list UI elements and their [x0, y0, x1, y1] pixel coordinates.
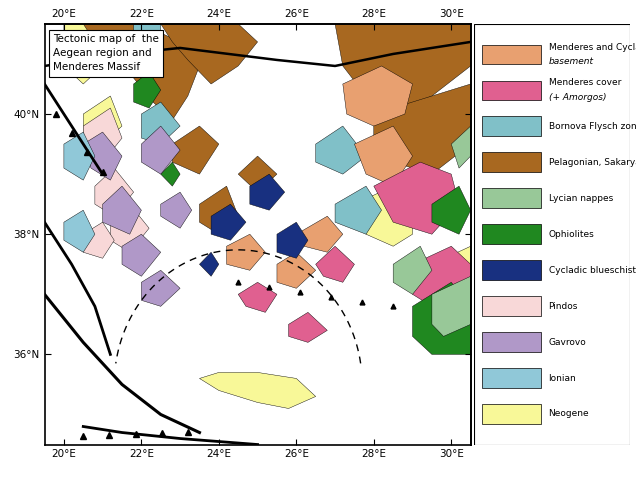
Polygon shape: [250, 174, 285, 210]
Polygon shape: [200, 372, 315, 409]
Polygon shape: [452, 126, 471, 168]
Polygon shape: [393, 246, 432, 294]
Polygon shape: [432, 246, 471, 306]
Polygon shape: [161, 192, 191, 228]
Polygon shape: [211, 204, 246, 240]
Bar: [481, 44, 541, 65]
Text: basement: basement: [549, 57, 593, 66]
Text: Ophiolites: Ophiolites: [549, 230, 595, 239]
Polygon shape: [374, 84, 471, 174]
Bar: [481, 188, 541, 208]
Polygon shape: [102, 186, 141, 234]
Polygon shape: [95, 168, 134, 216]
Polygon shape: [335, 24, 471, 114]
Polygon shape: [413, 246, 471, 306]
Polygon shape: [413, 282, 471, 354]
Polygon shape: [76, 24, 200, 120]
Polygon shape: [83, 132, 122, 180]
Polygon shape: [111, 204, 149, 252]
Bar: [481, 81, 541, 100]
Text: Neogene: Neogene: [549, 410, 589, 418]
Polygon shape: [134, 24, 161, 66]
Text: Pindos: Pindos: [549, 302, 578, 311]
Bar: [481, 296, 541, 316]
Text: Menderes cover: Menderes cover: [549, 78, 621, 87]
Bar: [481, 224, 541, 244]
Polygon shape: [200, 186, 238, 234]
Polygon shape: [134, 72, 161, 108]
Polygon shape: [238, 282, 277, 312]
Polygon shape: [238, 156, 277, 192]
Polygon shape: [64, 210, 95, 252]
Polygon shape: [122, 234, 161, 276]
Polygon shape: [354, 126, 413, 186]
Polygon shape: [200, 252, 219, 276]
Polygon shape: [161, 24, 258, 84]
Text: Pelagonian, Sakarya: Pelagonian, Sakarya: [549, 158, 636, 167]
Polygon shape: [432, 276, 471, 337]
Polygon shape: [64, 132, 95, 180]
Polygon shape: [315, 246, 354, 282]
Bar: [481, 152, 541, 172]
Bar: [481, 332, 541, 352]
Polygon shape: [83, 222, 114, 258]
Text: Ionian: Ionian: [549, 373, 576, 382]
Text: Lycian nappes: Lycian nappes: [549, 194, 613, 203]
Text: Bornova Flysch zone: Bornova Flysch zone: [549, 122, 636, 131]
Polygon shape: [374, 162, 459, 234]
Bar: [481, 368, 541, 388]
Polygon shape: [83, 108, 122, 162]
Bar: [481, 117, 541, 136]
Polygon shape: [343, 66, 413, 126]
Polygon shape: [354, 186, 413, 246]
Polygon shape: [226, 234, 265, 270]
Text: Tectonic map of  the
Aegean region and
Menderes Massif: Tectonic map of the Aegean region and Me…: [53, 34, 159, 72]
Polygon shape: [289, 312, 328, 342]
Polygon shape: [141, 126, 180, 174]
Polygon shape: [296, 216, 343, 252]
Polygon shape: [172, 126, 219, 174]
Polygon shape: [277, 222, 308, 258]
Polygon shape: [277, 252, 315, 288]
Polygon shape: [83, 96, 122, 144]
Polygon shape: [141, 270, 180, 306]
Polygon shape: [161, 162, 180, 186]
Polygon shape: [315, 126, 366, 174]
Polygon shape: [141, 102, 180, 144]
Text: Cycladic blueschists: Cycladic blueschists: [549, 266, 636, 275]
Bar: [481, 261, 541, 280]
Polygon shape: [335, 186, 382, 234]
Polygon shape: [64, 24, 102, 84]
Text: Gavrovo: Gavrovo: [549, 337, 586, 347]
Text: (+ Amorgos): (+ Amorgos): [549, 93, 606, 102]
Text: Menderes and Cyclades: Menderes and Cyclades: [549, 43, 636, 52]
Bar: [481, 404, 541, 424]
Polygon shape: [432, 186, 471, 234]
